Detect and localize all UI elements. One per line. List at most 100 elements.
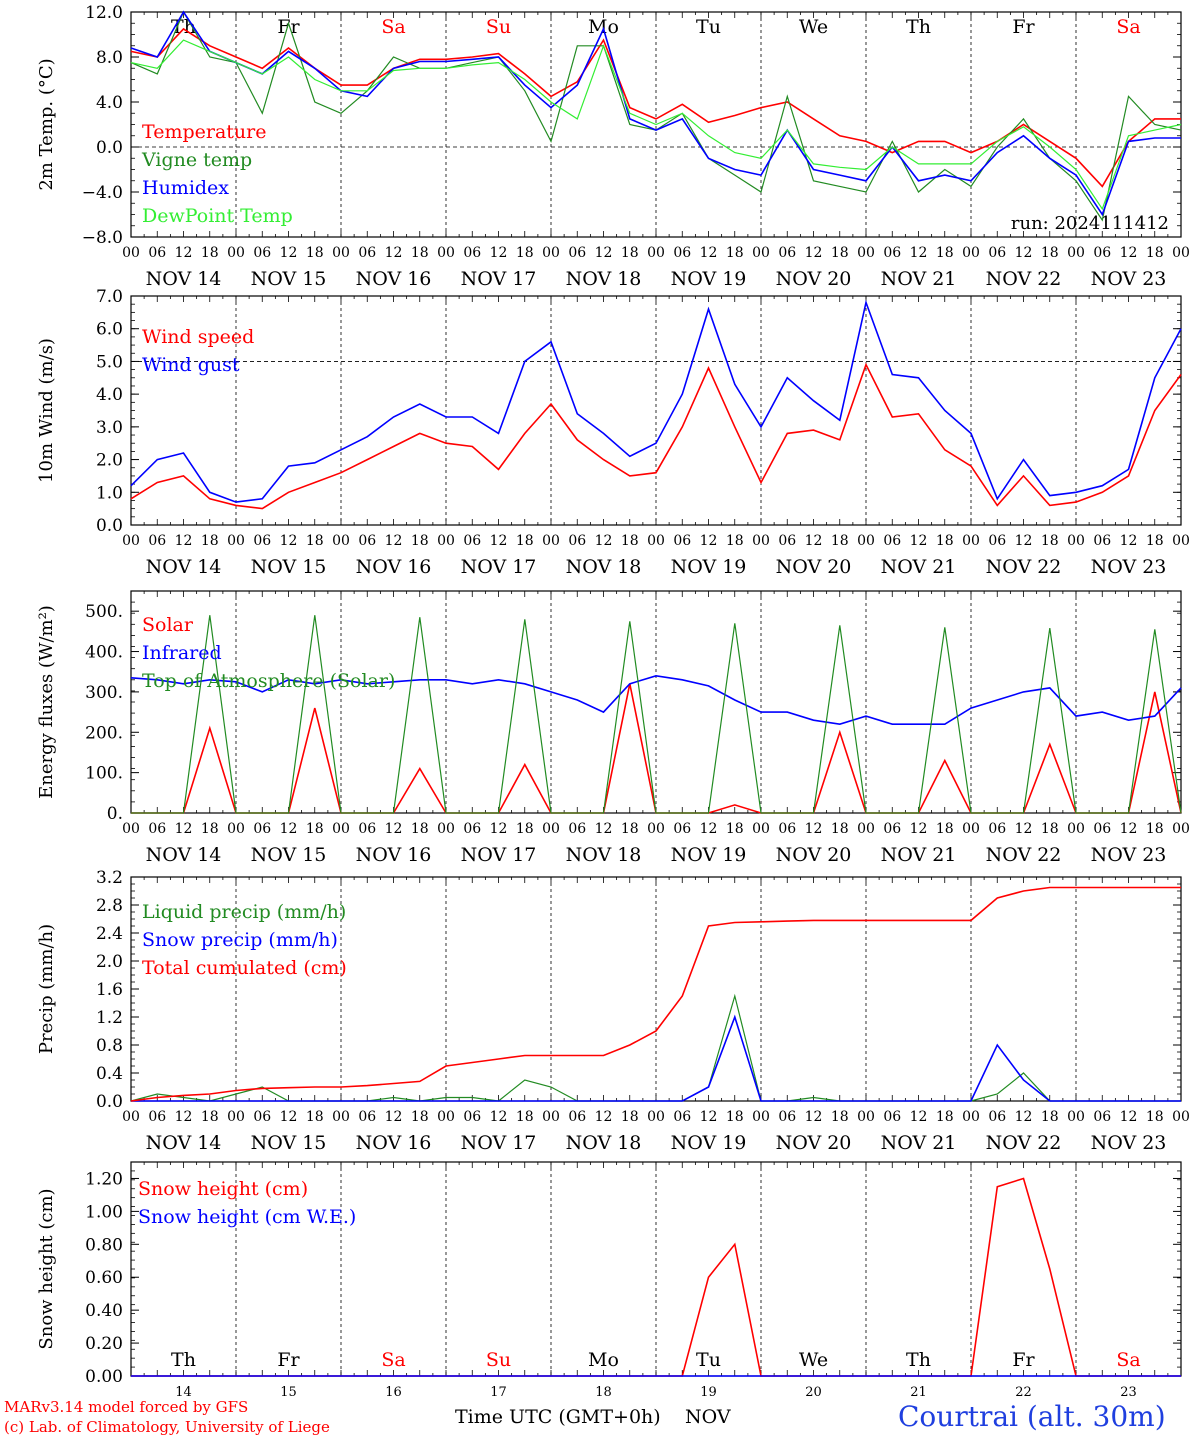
- hour-tick-label: 00: [647, 821, 665, 837]
- y-axis-label: Snow height (cm): [36, 1188, 57, 1349]
- day-label: NOV 14: [146, 844, 222, 866]
- day-label: NOV 15: [251, 844, 327, 866]
- hour-tick-label: 06: [988, 1109, 1006, 1125]
- y-tick-label: 300.: [85, 683, 123, 703]
- day-label: NOV 22: [986, 844, 1062, 866]
- lab-credit: (c) Lab. of Climatology, University of L…: [4, 1418, 330, 1436]
- y-tick-label: 100.: [85, 764, 123, 784]
- hour-tick-label: 00: [332, 821, 350, 837]
- hour-tick-label: 00: [122, 245, 140, 261]
- hour-tick-label: 12: [385, 821, 403, 837]
- hour-tick-label: 12: [175, 245, 193, 261]
- hour-tick-label: 18: [936, 533, 954, 549]
- day-label: NOV 19: [671, 844, 747, 866]
- hour-tick-label: 12: [490, 245, 508, 261]
- y-tick-label: 4.0: [96, 385, 123, 405]
- day-label: NOV 15: [251, 556, 327, 578]
- hour-tick-label: 18: [516, 821, 534, 837]
- hour-tick-label: 00: [1172, 533, 1190, 549]
- hour-tick-label: 12: [910, 821, 928, 837]
- day-label: NOV 18: [566, 844, 642, 866]
- chart-panel-4: 3.2 2.8 2.4 2.0 1.6 1.2 0.8 0.4 0.0 Precip (mm/h)…: [36, 868, 1190, 1154]
- hour-tick-label: 06: [253, 245, 271, 261]
- hour-tick-label: 18: [411, 1109, 429, 1125]
- day-label: NOV 15: [251, 268, 327, 290]
- day-number-label: 15: [280, 1385, 297, 1400]
- series-line-humidex: [130, 10, 1181, 217]
- hour-tick-label: 00: [647, 1109, 665, 1125]
- hour-tick-label: 06: [463, 245, 481, 261]
- y-tick-label: 0.0: [96, 1092, 123, 1112]
- series-line-total-cumulated-cm: [130, 886, 1181, 1102]
- hour-tick-label: 12: [280, 245, 298, 261]
- day-label: NOV 23: [1091, 844, 1167, 866]
- day-number-label: 21: [910, 1385, 927, 1400]
- hour-tick-label: 00: [437, 245, 455, 261]
- day-label: NOV 19: [671, 556, 747, 578]
- month-label: NOV: [685, 1406, 731, 1428]
- hour-tick-label: 00: [752, 245, 770, 261]
- chart-panel-2: 7.0 6.0 5.0 4.0 3.0 2.0 1.0 0.0 10m Wind (m/s) 00…: [36, 287, 1190, 578]
- hour-tick-label: 06: [358, 533, 376, 549]
- y-tick-label: 0.0: [96, 516, 123, 536]
- hour-tick-label: 06: [463, 1109, 481, 1125]
- hour-tick-label: 18: [1146, 821, 1164, 837]
- day-label: NOV 17: [461, 1132, 537, 1154]
- y-tick-label: 0.4: [96, 1064, 123, 1084]
- series-line-snow-precip-mm-h: [131, 1014, 1181, 1102]
- legend-entry: Snow precip (mm/h): [142, 929, 338, 951]
- y-tick-label: 6.0: [96, 320, 123, 340]
- hour-tick-label: 12: [280, 533, 298, 549]
- hour-tick-label: 00: [962, 245, 980, 261]
- hour-tick-label: 12: [1120, 533, 1138, 549]
- y-axis-label: 2m Temp. (°C): [36, 58, 57, 190]
- hour-tick-label: 18: [201, 821, 219, 837]
- hour-tick-label: 00: [542, 821, 560, 837]
- day-label: NOV 14: [146, 268, 222, 290]
- hour-tick-label: 06: [988, 533, 1006, 549]
- hour-tick-label: 00: [1172, 821, 1190, 837]
- day-label: NOV 22: [986, 1132, 1062, 1154]
- hour-tick-label: 12: [175, 1109, 193, 1125]
- weekday-label: Th: [906, 16, 931, 38]
- series-line-temperature: [130, 27, 1181, 188]
- hour-tick-label: 00: [332, 245, 350, 261]
- hour-tick-label: 18: [1041, 533, 1059, 549]
- hour-tick-label: 06: [358, 821, 376, 837]
- hour-tick-label: 00: [437, 821, 455, 837]
- weekday-label: Sa: [1116, 16, 1140, 38]
- hour-tick-label: 06: [358, 1109, 376, 1125]
- hour-tick-label: 06: [778, 245, 796, 261]
- legend-entry: Snow height (cm W.E.): [138, 1206, 356, 1228]
- legend-entry: Temperature: [142, 121, 266, 143]
- hour-tick-label: 12: [280, 1109, 298, 1125]
- hour-tick-label: 12: [700, 1109, 718, 1125]
- hour-tick-label: 12: [805, 245, 823, 261]
- hour-tick-label: 18: [201, 245, 219, 261]
- hour-tick-label: 12: [490, 1109, 508, 1125]
- hour-tick-label: 06: [883, 533, 901, 549]
- day-label: NOV 22: [986, 556, 1062, 578]
- weekday-label: We: [799, 16, 828, 38]
- hour-tick-label: 12: [1015, 1109, 1033, 1125]
- hour-tick-label: 00: [647, 245, 665, 261]
- y-tick-label: 8.0: [96, 48, 123, 68]
- day-label: NOV 18: [566, 268, 642, 290]
- day-label: NOV 15: [251, 1132, 327, 1154]
- hour-tick-label: 12: [490, 821, 508, 837]
- day-label: NOV 21: [881, 268, 957, 290]
- day-label: NOV 20: [776, 1132, 852, 1154]
- day-label: NOV 18: [566, 556, 642, 578]
- hour-tick-label: 06: [673, 533, 691, 549]
- weekday-label: Tu: [696, 1349, 721, 1371]
- weekday-label: Tu: [696, 16, 721, 38]
- hour-tick-label: 12: [700, 245, 718, 261]
- hour-tick-label: 06: [673, 245, 691, 261]
- y-tick-label: 0.60: [85, 1268, 123, 1288]
- hour-tick-label: 06: [568, 245, 586, 261]
- hour-tick-label: 00: [227, 245, 245, 261]
- y-tick-label: 1.6: [96, 980, 123, 1000]
- hour-tick-label: 00: [122, 1109, 140, 1125]
- hour-tick-label: 00: [962, 1109, 980, 1125]
- hour-tick-label: 00: [1067, 245, 1085, 261]
